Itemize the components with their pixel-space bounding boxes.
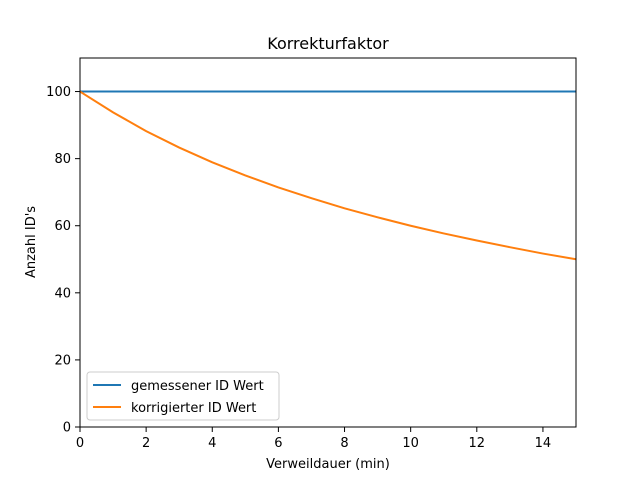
legend: gemessener ID Wert korrigierter ID Wert <box>86 371 280 421</box>
y-tick-label: 40 <box>54 286 71 301</box>
series-line-1 <box>79 90 577 261</box>
x-tick-label: 10 <box>402 436 419 451</box>
x-tick-label: 14 <box>535 436 552 451</box>
x-tick-label: 12 <box>469 436 486 451</box>
x-tick-label: 2 <box>142 436 150 451</box>
axes-frame <box>79 57 577 428</box>
plot-area <box>79 90 577 261</box>
legend-label-korrigierter: korrigierter ID Wert <box>131 401 256 416</box>
y-tick-label: 100 <box>46 85 71 100</box>
legend-box <box>86 371 280 421</box>
y-tick-label: 0 <box>63 421 71 436</box>
y-tick-label: 20 <box>54 353 71 368</box>
legend-label-gemessener: gemessener ID Wert <box>131 379 264 394</box>
chart-title: Korrekturfaktor <box>267 34 389 53</box>
x-axis: 0 2 4 6 8 10 12 14 <box>76 427 551 451</box>
x-tick-label: 8 <box>340 436 348 451</box>
x-tick-label: 6 <box>274 436 282 451</box>
y-axis: 0 20 40 60 80 100 <box>46 85 80 436</box>
y-tick-label: 80 <box>54 152 71 167</box>
y-axis-label: Anzahl ID's <box>24 206 39 278</box>
y-tick-label: 60 <box>54 219 71 234</box>
x-tick-label: 4 <box>208 436 216 451</box>
x-axis-label: Verweildauer (min) <box>266 457 390 472</box>
x-tick-label: 0 <box>76 436 84 451</box>
